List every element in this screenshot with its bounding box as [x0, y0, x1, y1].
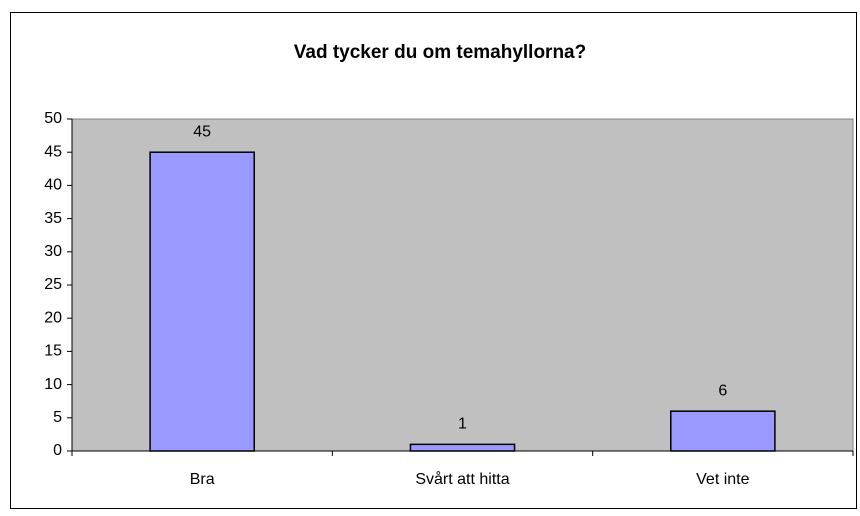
y-tick-label: 25 — [44, 276, 62, 293]
x-tick-label: Vet inte — [696, 471, 749, 488]
y-tick-label: 35 — [44, 210, 62, 227]
y-tick-label: 20 — [44, 309, 62, 326]
data-label: 45 — [193, 123, 211, 140]
bar — [149, 151, 255, 452]
y-tick-label: 5 — [53, 409, 62, 426]
y-tick-label: 15 — [44, 343, 62, 360]
y-tick-label: 0 — [53, 442, 62, 459]
y-tick-label: 10 — [44, 376, 62, 393]
y-tick-label: 45 — [44, 143, 62, 160]
x-tick-label: Svårt att hitta — [415, 470, 509, 488]
y-tick-label: 40 — [44, 177, 62, 194]
y-tick-label: 30 — [44, 243, 62, 260]
bar — [409, 443, 516, 452]
bar — [670, 410, 776, 452]
chart-title: Vad tycker du om temahyllorna? — [294, 42, 586, 63]
y-tick-label: 50 — [44, 110, 62, 127]
x-tick-label: Bra — [190, 471, 215, 488]
data-label: 1 — [458, 416, 467, 433]
data-label: 6 — [718, 382, 727, 399]
